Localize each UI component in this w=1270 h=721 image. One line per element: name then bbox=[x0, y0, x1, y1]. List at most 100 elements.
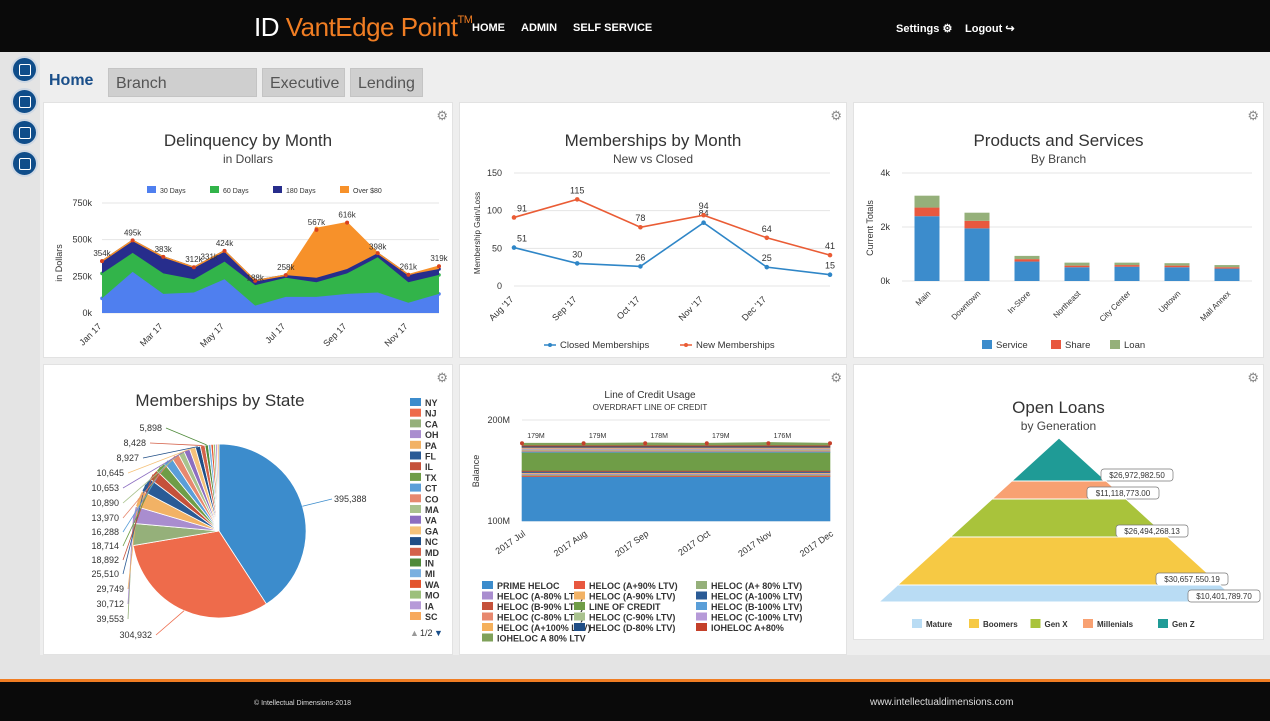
total-point bbox=[253, 278, 258, 283]
total-point bbox=[437, 264, 441, 269]
data-point bbox=[828, 441, 832, 446]
gear-icon[interactable]: ⚙ bbox=[830, 370, 842, 385]
data-point bbox=[574, 261, 580, 266]
calendar-icon[interactable] bbox=[11, 56, 38, 83]
data-label: $30,657,550.19 bbox=[1164, 575, 1220, 584]
leader-line bbox=[122, 484, 146, 575]
gear-icon[interactable]: ⚙ bbox=[830, 108, 842, 123]
legend-label: VA bbox=[425, 516, 437, 526]
logout-button[interactable]: Logout ↪ bbox=[965, 23, 1015, 35]
data-label: 312k bbox=[185, 255, 203, 264]
data-point bbox=[511, 215, 517, 220]
gear-icon[interactable]: ⚙ bbox=[1247, 108, 1259, 123]
legend-label: HELOC (A-80% LTV) bbox=[497, 592, 583, 602]
x-tick-label: In-Store bbox=[1006, 289, 1033, 316]
tab-branch-productivity[interactable]: Branch Productivity bbox=[108, 68, 257, 121]
data-point bbox=[766, 441, 771, 446]
legend-label: Gen X bbox=[1045, 620, 1069, 629]
data-point bbox=[511, 245, 517, 250]
legend-swatch bbox=[410, 569, 421, 578]
brand-logo[interactable]: ID VantEdge PointTM bbox=[254, 12, 473, 43]
data-label: 10,645 bbox=[96, 468, 124, 478]
legend-swatch bbox=[696, 581, 707, 589]
tab-lending[interactable]: Lending bbox=[350, 68, 423, 97]
total-point bbox=[406, 272, 411, 277]
legend-label: NJ bbox=[425, 409, 437, 419]
bar-segment bbox=[1014, 255, 1040, 260]
website-link[interactable]: www.intellectualdimensions.com bbox=[870, 697, 1014, 708]
legend-swatch bbox=[410, 526, 421, 535]
bar-segment bbox=[1214, 268, 1240, 281]
calendar-remove-icon[interactable] bbox=[11, 150, 38, 177]
nav-self-service[interactable]: SELF SERVICE bbox=[573, 22, 653, 34]
data-label: 495k bbox=[124, 228, 142, 237]
legend-label: HELOC (A-90% LTV) bbox=[589, 592, 675, 602]
data-point bbox=[520, 441, 524, 446]
credit-title: Line of Credit Usage bbox=[604, 390, 696, 401]
delinquency-chart: 0k 250k 500k 750k in Dollars 354k 495k 383k 312k… bbox=[54, 186, 449, 349]
legend-label: IN bbox=[425, 559, 434, 569]
data-label: 29,749 bbox=[96, 584, 124, 594]
data-label: 13,970 bbox=[91, 513, 119, 523]
brand-trademark: TM bbox=[457, 14, 473, 26]
legend-label: OH bbox=[425, 430, 439, 440]
loans-title: Open Loans bbox=[1012, 398, 1105, 417]
legend-swatch bbox=[574, 623, 585, 631]
legend-swatch bbox=[410, 494, 421, 503]
data-label: $10,401,789.70 bbox=[1196, 592, 1252, 601]
data-label: 10,890 bbox=[91, 498, 119, 508]
x-tick-label: Main bbox=[914, 289, 933, 308]
legend-label: PA bbox=[425, 441, 437, 451]
y-tick-label: 100 bbox=[487, 206, 502, 216]
calendar-add-icon[interactable] bbox=[11, 88, 38, 115]
legend-swatch bbox=[1158, 619, 1168, 628]
bar-segment bbox=[1164, 267, 1190, 281]
tab-home[interactable]: Home bbox=[49, 72, 94, 89]
data-label: 261k bbox=[400, 263, 418, 272]
legend-label: 60 Days bbox=[223, 188, 249, 195]
legend-label: PRIME HELOC bbox=[497, 581, 560, 591]
legend-swatch bbox=[410, 440, 421, 449]
data-label: 16,288 bbox=[91, 527, 119, 537]
gear-icon[interactable]: ⚙ bbox=[436, 370, 448, 385]
data-label: 15 bbox=[825, 261, 835, 271]
bar-segment bbox=[914, 216, 940, 281]
total-point bbox=[283, 273, 288, 278]
gear-icon[interactable]: ⚙ bbox=[436, 108, 448, 123]
bar-segment bbox=[1064, 262, 1090, 266]
settings-button[interactable]: Settings ⚙ bbox=[896, 23, 953, 35]
legend-swatch bbox=[410, 547, 421, 556]
tab-executive[interactable]: Executive bbox=[262, 68, 345, 97]
data-label: 319k bbox=[430, 254, 448, 263]
left-toolbar bbox=[0, 52, 40, 655]
data-label: 258k bbox=[277, 263, 295, 272]
data-point bbox=[638, 264, 643, 269]
legend-swatch bbox=[1030, 619, 1041, 628]
nav-admin[interactable]: ADMIN bbox=[521, 22, 558, 34]
legend-swatch bbox=[410, 590, 421, 599]
legend-swatch bbox=[969, 619, 979, 628]
legend-swatch bbox=[1051, 340, 1061, 349]
nav-home[interactable]: HOME bbox=[472, 22, 505, 34]
data-label: 78 bbox=[635, 213, 645, 223]
leader-line bbox=[165, 427, 207, 446]
data-point bbox=[574, 197, 580, 202]
brand-name: VantEdge Point bbox=[285, 12, 458, 42]
data-point bbox=[827, 272, 833, 277]
data-label: 395,388 bbox=[334, 494, 367, 504]
total-point bbox=[222, 248, 227, 253]
legend-label: HELOC (A+90% LTV) bbox=[589, 581, 678, 591]
calendar-edit-icon[interactable] bbox=[11, 119, 38, 146]
legend-swatch bbox=[482, 591, 493, 600]
legend-label: Share bbox=[1065, 340, 1090, 351]
x-tick-label: 2017 Oct bbox=[676, 528, 712, 557]
legend-swatch bbox=[410, 408, 421, 417]
legend-prev-arrow: ▲ bbox=[410, 628, 419, 638]
gear-icon[interactable]: ⚙ bbox=[1247, 370, 1259, 385]
state-title: Memberships by State bbox=[135, 391, 305, 410]
legend-label: LINE OF CREDIT bbox=[589, 602, 661, 612]
legend-label: IL bbox=[425, 462, 434, 472]
legend-label: HELOC (B-90% LTV) bbox=[497, 602, 583, 612]
total-point bbox=[130, 238, 135, 243]
legend-swatch bbox=[410, 419, 421, 428]
